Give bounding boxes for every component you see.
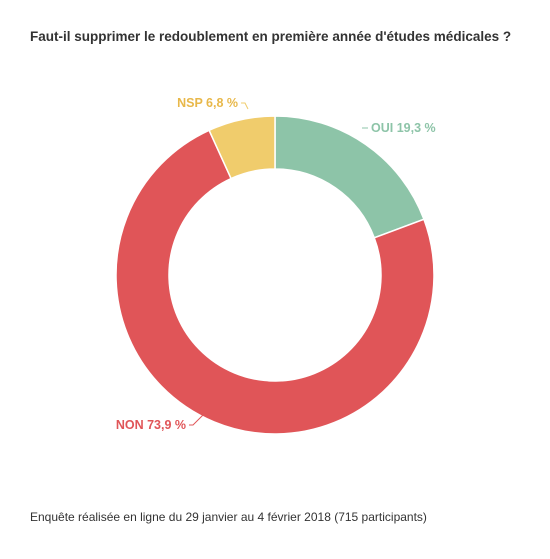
leader-line-non [189,414,208,426]
slice-non [115,129,435,435]
chart-footnote: Enquête réalisée en ligne du 29 janvier … [30,510,427,524]
slice-labels: OUI 19,3 % NON 73,9 % NSP 6,8 % [116,96,436,432]
chart-title: Faut-il supprimer le redoublement en pre… [30,29,512,44]
slice-nsp [208,115,276,180]
slice-label-non: NON 73,9 % [116,418,186,432]
leader-line-nsp [241,102,249,110]
slice-label-nsp: NSP 6,8 % [177,96,238,110]
donut-slices [115,115,435,435]
slice-label-oui: OUI 19,3 % [371,121,436,135]
